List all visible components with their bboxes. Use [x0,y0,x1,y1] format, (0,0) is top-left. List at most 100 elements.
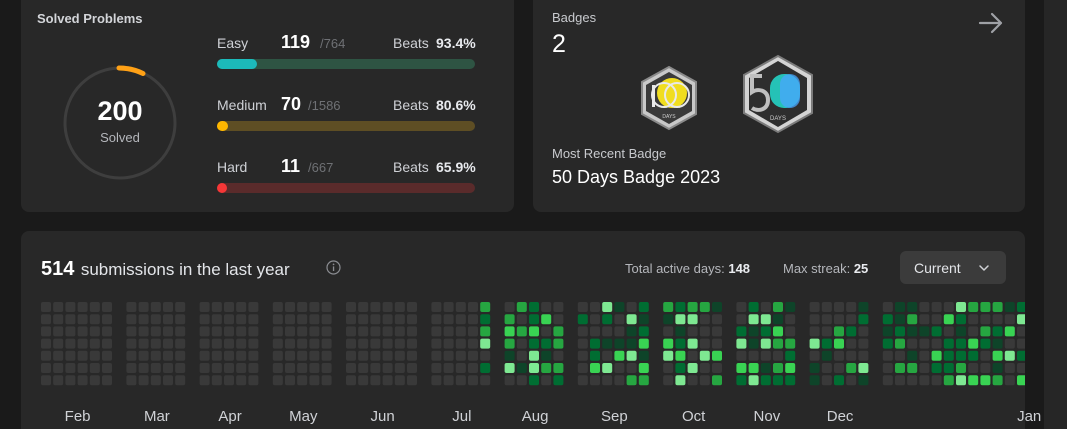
heatmap-cell[interactable] [41,302,51,312]
heatmap-cell[interactable] [699,375,710,386]
heatmap-cell[interactable] [980,350,991,361]
heatmap-cell[interactable] [541,350,552,361]
heatmap-cell[interactable] [455,314,466,325]
heatmap-cell[interactable] [163,302,173,312]
heatmap-cell[interactable] [504,314,515,325]
heatmap-cell[interactable] [150,375,161,386]
heatmap-cell[interactable] [760,350,771,361]
heatmap-cell[interactable] [89,350,100,361]
heatmap-cell[interactable] [712,338,722,349]
heatmap-cell[interactable] [236,326,247,337]
heatmap-cell[interactable] [846,314,857,325]
heatmap-cell[interactable] [89,375,100,386]
heatmap-cell[interactable] [663,314,674,325]
heatmap-cell[interactable] [907,314,918,325]
heatmap-cell[interactable] [980,302,991,312]
heatmap-cell[interactable] [53,338,64,349]
heatmap-cell[interactable] [919,314,930,325]
heatmap-cell[interactable] [77,314,88,325]
heatmap-cell[interactable] [638,326,649,337]
heatmap-cell[interactable] [760,363,771,373]
heatmap-cell[interactable] [1017,314,1025,325]
heatmap-cell[interactable] [956,338,966,349]
heatmap-cell[interactable] [516,338,527,349]
heatmap-cell[interactable] [1004,338,1015,349]
heatmap-cell[interactable] [614,338,625,349]
heatmap-cell[interactable] [858,326,869,337]
heatmap-cell[interactable] [712,350,722,361]
heatmap-cell[interactable] [675,363,686,373]
heatmap-cell[interactable] [529,363,539,373]
heatmap-cell[interactable] [224,375,234,386]
heatmap-cell[interactable] [297,375,308,386]
heatmap-cell[interactable] [407,338,417,349]
heatmap-cell[interactable] [102,326,112,337]
heatmap-cell[interactable] [504,302,515,312]
heatmap-cell[interactable] [858,350,869,361]
heatmap-cell[interactable] [53,363,64,373]
heatmap-cell[interactable] [1004,363,1015,373]
heatmap-cell[interactable] [175,314,186,325]
heatmap-cell[interactable] [65,375,76,386]
year-select-dropdown[interactable]: Current [900,251,1006,284]
heatmap-cell[interactable] [675,338,686,349]
heatmap-cell[interactable] [175,302,186,312]
heatmap-cell[interactable] [65,350,76,361]
heatmap-cell[interactable] [712,314,722,325]
heatmap-cell[interactable] [980,375,991,386]
heatmap-cell[interactable] [858,302,869,312]
heatmap-cell[interactable] [163,326,173,337]
heatmap-cell[interactable] [834,375,844,386]
heatmap-cell[interactable] [53,302,64,312]
heatmap-cell[interactable] [980,326,991,337]
heatmap-cell[interactable] [370,363,381,373]
heatmap-cell[interactable] [602,375,613,386]
heatmap-cell[interactable] [358,338,369,349]
heatmap-cell[interactable] [321,363,332,373]
heatmap-cell[interactable] [553,363,564,373]
heatmap-cell[interactable] [382,350,393,361]
heatmap-cell[interactable] [248,363,259,373]
heatmap-cell[interactable] [626,326,637,337]
heatmap-cell[interactable] [809,302,820,312]
heatmap-cell[interactable] [553,375,564,386]
heatmap-cell[interactable] [590,338,600,349]
heatmap-cell[interactable] [687,314,698,325]
heatmap-cell[interactable] [590,363,600,373]
heatmap-cell[interactable] [602,350,613,361]
heatmap-cell[interactable] [455,302,466,312]
heatmap-cell[interactable] [431,302,442,312]
heatmap-cell[interactable] [907,302,918,312]
heatmap-cell[interactable] [785,338,796,349]
heatmap-cell[interactable] [53,375,64,386]
heatmap-cell[interactable] [1017,338,1025,349]
heatmap-cell[interactable] [956,326,966,337]
heatmap-cell[interactable] [297,350,308,361]
heatmap-cell[interactable] [614,350,625,361]
heatmap-cell[interactable] [614,375,625,386]
heatmap-cell[interactable] [199,326,210,337]
heatmap-cell[interactable] [626,314,637,325]
heatmap-cell[interactable] [309,338,320,349]
heatmap-cell[interactable] [760,338,771,349]
heatmap-cell[interactable] [614,314,625,325]
heatmap-cell[interactable] [663,302,674,312]
difficulty-hard[interactable]: Hard 11 /667 Beats 65.9% [217,156,476,199]
heatmap-cell[interactable] [895,350,905,361]
heatmap-cell[interactable] [858,338,869,349]
heatmap-cell[interactable] [858,363,869,373]
heatmap-cell[interactable] [553,338,564,349]
heatmap-cell[interactable] [41,375,51,386]
heatmap-cell[interactable] [943,350,954,361]
heatmap-cell[interactable] [248,326,259,337]
heatmap-cell[interactable] [541,314,552,325]
heatmap-cell[interactable] [480,375,491,386]
heatmap-cell[interactable] [431,314,442,325]
heatmap-cell[interactable] [516,302,527,312]
heatmap-cell[interactable] [785,326,796,337]
heatmap-cell[interactable] [65,338,76,349]
heatmap-cell[interactable] [992,314,1003,325]
difficulty-easy[interactable]: Easy 119 /764 Beats 93.4% [217,32,476,75]
heatmap-cell[interactable] [590,350,600,361]
heatmap-cell[interactable] [175,363,186,373]
